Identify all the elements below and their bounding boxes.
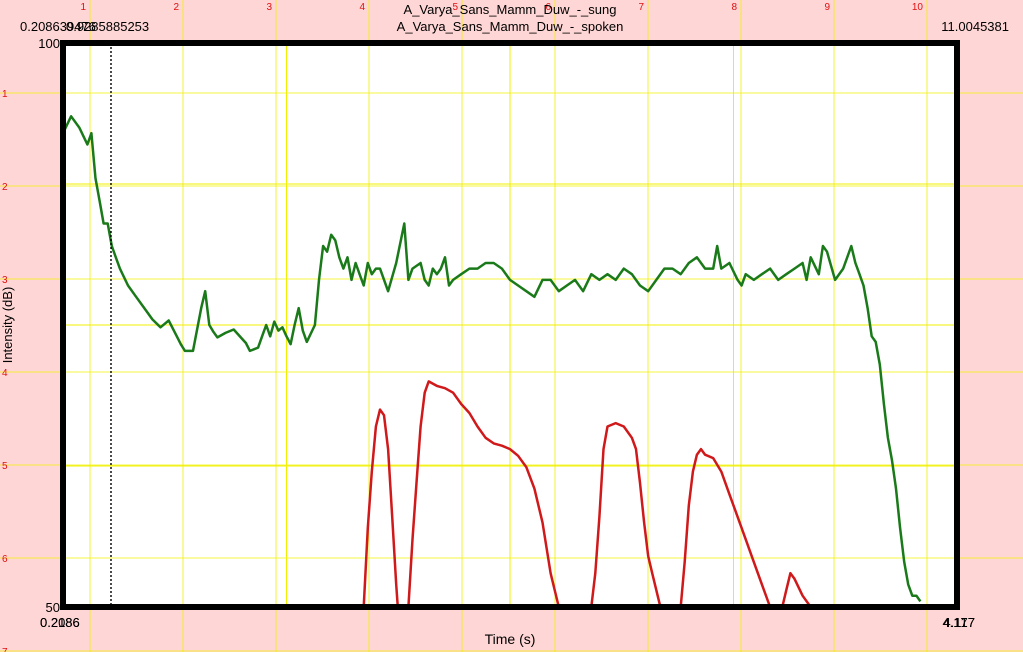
outer-x-tick-label: 9 <box>824 2 830 13</box>
outer-y-tick-label: 7 <box>2 647 8 652</box>
top-cursor-label: 0.9285885253 <box>66 19 149 34</box>
outer-y-tick-label: 3 <box>2 275 8 286</box>
outer-x-tick-label: 4 <box>359 2 365 13</box>
x-axis-label: Time (s) <box>485 631 536 647</box>
series-layer <box>61 115 922 609</box>
x-end-overlap-label: 4.177 <box>942 615 975 630</box>
spoken-intensity-line <box>362 380 812 609</box>
y-top-label: 100 <box>38 36 60 51</box>
grid-lines <box>63 43 957 607</box>
x-start-overlap-label: 0.2186 <box>40 615 80 630</box>
x-end-label: 4.117 <box>943 615 975 630</box>
y-bottom-label: 50 <box>46 600 60 615</box>
x-start-label: 0.2086 <box>40 615 80 630</box>
outer-y-tick-label: 1 <box>2 89 8 100</box>
outer-x-tick-label: 7 <box>638 2 644 13</box>
plot-frame <box>60 40 960 610</box>
outer-y-tick-label: 5 <box>2 461 8 472</box>
y-axis-label: Intensity (dB) <box>0 287 15 364</box>
outer-y-tick-label: 2 <box>2 182 8 193</box>
outer-x-tick-label: 2 <box>173 2 179 13</box>
top-right-label: 11.0045381 <box>941 19 1009 34</box>
outer-x-tick-label: 3 <box>266 2 272 13</box>
outer-y-tick-label: 6 <box>2 554 8 565</box>
outer-x-tick-label: 6 <box>545 2 551 13</box>
sung-intensity-line <box>61 115 922 603</box>
outer-y-tick-label: 4 <box>2 368 8 379</box>
top-left-label: 0.208639476 <box>20 19 96 34</box>
title-spoken: A_Varya_Sans_Mamm_Duw_-_spoken <box>397 19 624 34</box>
outer-x-tick-label: 1 <box>80 2 86 13</box>
outer-x-tick-label: 8 <box>731 2 737 13</box>
outer-x-tick-label: 5 <box>452 2 458 13</box>
title-sung: A_Varya_Sans_Mamm_Duw_-_sung <box>404 2 617 17</box>
outer-x-tick-label: 10 <box>912 2 924 13</box>
